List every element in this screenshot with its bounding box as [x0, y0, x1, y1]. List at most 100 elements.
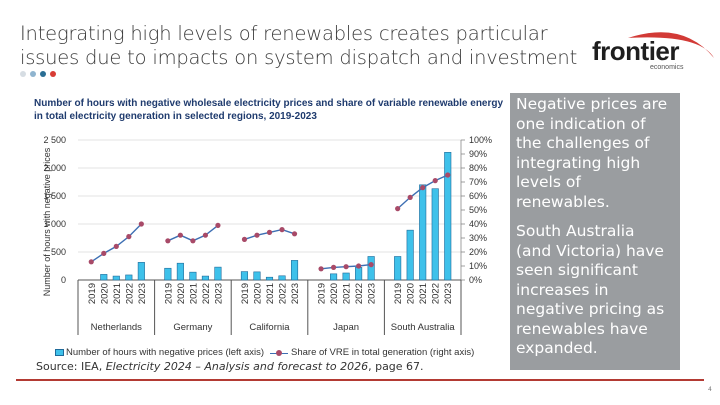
- vre-marker: [368, 262, 374, 268]
- year-tick-label: 2022: [354, 283, 365, 304]
- year-tick-label: 2023: [367, 283, 378, 304]
- source-note: Source: IEA, Electricity 2024 – Analysis…: [36, 360, 424, 373]
- vre-marker: [165, 238, 171, 244]
- legend-bar-label: Number of hours with negative prices (le…: [66, 347, 264, 358]
- dot-4: [50, 71, 56, 77]
- year-tick-label: 2020: [329, 283, 340, 304]
- year-tick-label: 2021: [112, 283, 123, 304]
- year-tick-label: 2019: [317, 283, 328, 304]
- y-tick-label: 2 000: [43, 163, 66, 173]
- bar: [189, 271, 197, 281]
- y2-tick-label: 70%: [469, 177, 487, 187]
- vre-marker: [395, 206, 401, 212]
- bar: [176, 262, 184, 281]
- y2-tick-label: 0%: [469, 275, 482, 285]
- category-label: Japan: [333, 322, 359, 333]
- footer-rule: [16, 379, 704, 381]
- callout-paragraph-2: South Australia (and Victoria) have seen…: [516, 222, 665, 357]
- bar: [112, 275, 120, 281]
- callout-box: Negative prices are one indication of th…: [510, 93, 680, 370]
- bar: [367, 256, 375, 281]
- y2-tick-label: 50%: [469, 205, 487, 215]
- bar: [419, 184, 427, 281]
- category-label: California: [249, 322, 290, 333]
- vre-marker: [177, 232, 183, 238]
- year-tick-label: 2022: [278, 283, 289, 304]
- year-tick-label: 2020: [99, 283, 110, 304]
- callout-paragraph-1: Negative prices are one indication of th…: [516, 95, 668, 211]
- slide-title: Integrating high levels of renewables cr…: [20, 22, 578, 69]
- y2-tick-label: 60%: [469, 191, 487, 201]
- chart-title: Number of hours with negative wholesale …: [34, 98, 504, 122]
- vre-marker: [202, 232, 209, 238]
- page-number: 4: [708, 386, 712, 393]
- bar: [431, 188, 439, 281]
- bar: [406, 229, 414, 281]
- bar: [214, 266, 222, 281]
- source-title: Electricity 2024 – Analysis and forecast…: [105, 360, 369, 373]
- y2-tick-label: 30%: [469, 233, 487, 243]
- vre-marker: [266, 229, 273, 235]
- vre-marker: [330, 264, 337, 270]
- frontier-logo: frontier economics: [588, 24, 718, 74]
- year-tick-label: 2023: [213, 283, 224, 304]
- year-tick-label: 2020: [406, 283, 417, 304]
- bar: [201, 275, 209, 281]
- year-tick-label: 2023: [290, 283, 301, 304]
- vre-marker: [407, 194, 413, 200]
- bar: [137, 262, 145, 281]
- year-tick-label: 2022: [201, 283, 212, 304]
- legend-line-swatch: [270, 349, 288, 357]
- year-tick-label: 2021: [188, 283, 199, 304]
- vre-marker: [279, 227, 285, 233]
- year-tick-label: 2021: [342, 283, 353, 304]
- bar: [330, 273, 338, 281]
- vre-marker: [113, 243, 119, 249]
- vre-marker: [241, 236, 248, 242]
- vre-marker: [88, 259, 94, 265]
- vre-marker: [343, 264, 349, 270]
- vre-marker: [356, 263, 362, 269]
- vre-marker: [420, 185, 426, 191]
- vre-marker: [291, 231, 298, 237]
- year-tick-label: 2022: [124, 283, 135, 304]
- bar: [355, 267, 363, 281]
- y2-tick-label: 20%: [469, 247, 487, 257]
- year-tick-label: 2019: [240, 283, 251, 304]
- legend-bar-swatch: [55, 349, 64, 356]
- bar: [342, 272, 350, 281]
- vre-marker: [445, 172, 451, 178]
- vre-marker: [254, 232, 260, 238]
- dot-2: [30, 71, 36, 77]
- year-tick-label: 2022: [431, 283, 442, 304]
- category-label: South Australia: [391, 322, 456, 333]
- vre-marker: [126, 234, 132, 240]
- y2-tick-label: 80%: [469, 163, 487, 173]
- year-tick-label: 2021: [418, 283, 429, 304]
- bar: [265, 276, 274, 281]
- combo-chart: 0 500 1 000 1 500 2 000 2 500 0% 10% 20% 30% 40% 50…: [42, 135, 492, 335]
- category-label: Germany: [173, 322, 212, 333]
- y2-tick-label: 90%: [469, 149, 487, 159]
- vre-marker: [190, 238, 196, 244]
- year-tick-label: 2023: [443, 283, 454, 304]
- progress-dots: [20, 71, 56, 77]
- dot-3: [40, 71, 46, 77]
- y-tick-label: 1 500: [43, 191, 66, 201]
- bar: [240, 271, 249, 281]
- y-axis-title: Number of hours with negative prices: [42, 147, 52, 296]
- logo-wordmark: frontier: [592, 36, 680, 66]
- y2-tick-label: 100%: [469, 135, 492, 145]
- source-prefix: Source: IEA,: [36, 360, 106, 373]
- y-tick-label: 2 500: [43, 135, 66, 145]
- bar: [164, 267, 172, 281]
- y-tick-label: 1 000: [43, 219, 66, 229]
- vre-marker: [215, 222, 221, 228]
- dot-1: [20, 71, 26, 77]
- logo-swoosh-icon: [628, 32, 714, 58]
- bar: [100, 274, 108, 281]
- y2-tick-label: 10%: [469, 261, 487, 271]
- chart-legend: Number of hours with negative prices (le…: [55, 347, 474, 358]
- legend-line-label: Share of VRE in total generation (right …: [291, 347, 475, 358]
- y-tick-label: 0: [61, 275, 66, 285]
